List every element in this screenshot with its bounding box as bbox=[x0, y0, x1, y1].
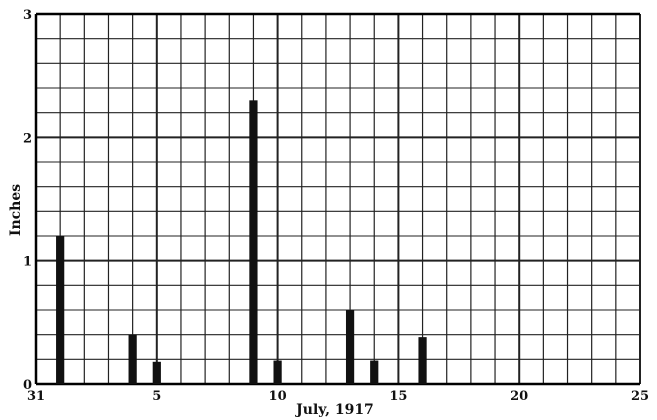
bar bbox=[152, 361, 161, 384]
bar bbox=[128, 334, 137, 384]
bar bbox=[273, 360, 282, 384]
x-tick-label: 31 bbox=[27, 389, 45, 404]
x-tick-label: 20 bbox=[510, 389, 528, 404]
y-tick-label: 3 bbox=[23, 8, 32, 23]
y-tick-label: 1 bbox=[23, 255, 32, 270]
bar bbox=[249, 100, 258, 384]
x-tick-label: 10 bbox=[269, 389, 287, 404]
tick-labels: 31 5 10 15 20 25 0 1 2 3 bbox=[23, 8, 649, 404]
x-axis-label: July, 1917 bbox=[294, 402, 374, 418]
bars bbox=[56, 100, 427, 384]
x-tick-label: 5 bbox=[152, 389, 161, 404]
bar bbox=[56, 236, 65, 384]
grid bbox=[34, 12, 641, 386]
bar bbox=[345, 310, 355, 384]
x-tick-label: 25 bbox=[631, 389, 649, 404]
bar bbox=[418, 337, 427, 384]
x-tick-label: 15 bbox=[389, 389, 407, 404]
bar bbox=[370, 360, 379, 384]
y-tick-label: 0 bbox=[23, 378, 32, 393]
y-tick-label: 2 bbox=[23, 131, 32, 146]
y-axis-label: Inches bbox=[8, 184, 24, 236]
